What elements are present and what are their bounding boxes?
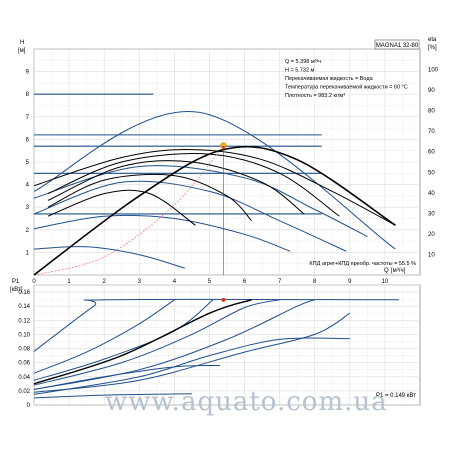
chart-title: MAGNA1 32-80 (376, 43, 419, 49)
info-line: Плотность = 983.2 кг/м³ (285, 93, 345, 99)
y-tick-label: 3 (26, 205, 30, 211)
power-curve (33, 393, 192, 399)
y2-tick-label: 40 (428, 191, 435, 197)
info-line: Q = 5.398 м³/ч (285, 59, 321, 65)
watermark: www.aquato.com.ua (105, 387, 388, 417)
y-tick-label: 6 (26, 137, 30, 143)
info-line: Температура перекачиваемой жидкости = 60… (285, 84, 408, 91)
y2-tick-label: 80 (428, 109, 435, 115)
power-curve (33, 299, 252, 385)
power-curve (33, 337, 350, 395)
x-tick-label: 9 (348, 279, 352, 285)
y-tick-label: 2 (26, 228, 30, 234)
power-y-axis-label: P1 (12, 279, 20, 285)
efficiency-note: КПД агрег+КПД преобр. частоты = 55.5 % (309, 261, 416, 267)
y-tick-label: 1 (26, 250, 30, 256)
y2-tick-label: 20 (428, 232, 435, 238)
y2-tick-label: 70 (428, 129, 435, 135)
x-axis-unit: [м³/ч] (391, 268, 406, 274)
power-chart-panel: 0 0.02 0.04 0.06 0.08 0.10 0.12 0.14 0.16 P1 [кВт]… (10, 279, 421, 409)
y-tick-label: 8 (26, 92, 30, 98)
power-curve (33, 312, 351, 393)
x-tick-label: 7 (278, 279, 282, 285)
power-curve (33, 299, 280, 386)
duty-point-inner-marker (222, 146, 225, 149)
y-tick-label: 9 (26, 70, 30, 76)
pump-curve-line (47, 189, 196, 226)
power-y-tick-label: 0 (27, 403, 31, 409)
power-y-axis-unit: [кВт] (10, 287, 23, 293)
x-axis-label: Q (384, 268, 389, 274)
y2-axis-label: eta (428, 37, 437, 43)
system-curve-line (33, 145, 224, 276)
power-y-tick-label: 0.06 (18, 361, 30, 367)
y2-tick-label: 100 (428, 68, 439, 74)
y-tick-label: 4 (26, 183, 30, 189)
y-tick-label: 7 (26, 115, 30, 121)
power-y-tick-label: 0.04 (18, 375, 30, 381)
x-tick-label: 1 (67, 279, 71, 285)
pump-curve-line (47, 173, 252, 222)
title-box (374, 39, 420, 50)
power-duty-point-marker (221, 297, 226, 302)
info-line: Перекачиваемая жидкость = Вода (285, 76, 374, 82)
power-y-tick-label: 0.14 (18, 304, 30, 310)
pump-curve-line (33, 214, 291, 252)
x-tick-label: 4 (173, 279, 177, 285)
y2-tick-label: 90 (428, 88, 435, 94)
y2-tick-label: 10 (428, 252, 435, 258)
pump-curve-line (33, 180, 347, 252)
x-tick-label: 10 (382, 279, 389, 285)
x-tick-label: 6 (243, 279, 247, 285)
x-tick-label: 8 (313, 279, 317, 285)
power-y-tick-label: 0.02 (18, 389, 30, 395)
x-tick-label: 5 (208, 279, 212, 285)
power-curve (33, 299, 175, 374)
power-y-tick-label: 0.16 (18, 290, 30, 296)
y2-axis-unit: [%] (428, 45, 437, 51)
y-tick-label: 5 (26, 160, 30, 166)
y2-tick-label: 30 (428, 211, 435, 217)
power-y-tick-label: 0.12 (18, 318, 30, 324)
power-y-tick-label: 0.08 (18, 347, 30, 353)
proportional-pressure-line (33, 110, 396, 250)
power-y-tick-label: 0.10 (18, 332, 30, 338)
pump-curve-line (33, 149, 396, 226)
y-axis-label: H (20, 40, 24, 46)
head-chart-panel: 0 1 2 3 4 5 6 7 8 9 10 1 2 3 4 5 6 7 8 9 10 20 30 40 50 60 70 80 90 1… (18, 37, 439, 285)
x-tick-label: 0 (32, 279, 36, 285)
x-tick-label: 2 (103, 279, 107, 285)
y2-tick-label: 50 (428, 170, 435, 176)
y2-tick-label: 60 (428, 150, 435, 156)
power-curve (33, 299, 315, 390)
y-axis-unit: [м] (18, 48, 26, 54)
power-curve (33, 299, 214, 381)
x-tick-label: 3 (138, 279, 142, 285)
power-curve (33, 298, 399, 352)
power-note: P1 = 0.149 кВт (376, 393, 416, 399)
pump-curve-line (33, 246, 186, 269)
info-line: H = 5.732 м (285, 68, 315, 74)
power-curve (33, 365, 221, 390)
